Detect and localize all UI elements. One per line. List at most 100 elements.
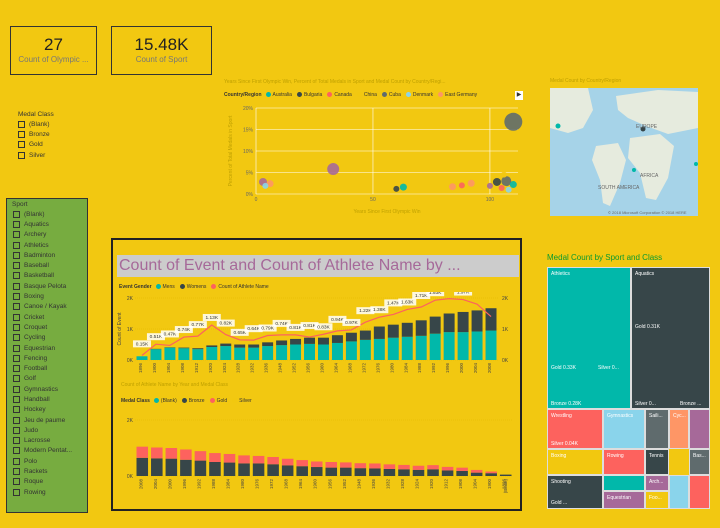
slicer-option[interactable]: Bronze xyxy=(18,129,98,139)
slicer-option[interactable]: Golf xyxy=(13,374,87,384)
bar-womens[interactable] xyxy=(220,343,232,347)
bar-silver[interactable] xyxy=(238,454,250,456)
bar-mens[interactable] xyxy=(345,341,357,360)
bar-bronze[interactable] xyxy=(310,467,323,476)
bar-mens[interactable] xyxy=(220,346,232,360)
bar-bronze[interactable] xyxy=(238,463,250,476)
bar-mens[interactable] xyxy=(192,349,204,360)
slicer-option[interactable]: Baseball xyxy=(13,260,87,270)
slicer-option[interactable]: Equestrian xyxy=(13,343,87,353)
bar-mens[interactable] xyxy=(387,337,399,360)
slicer-option[interactable]: (Blank) xyxy=(18,119,98,129)
bar-gold[interactable] xyxy=(427,465,439,470)
bar-bronze[interactable] xyxy=(369,468,381,476)
treemap-tile[interactable] xyxy=(603,475,645,491)
bar-womens[interactable] xyxy=(485,308,497,331)
bar-gold[interactable] xyxy=(412,465,425,470)
treemap-tile[interactable] xyxy=(689,475,710,509)
checkbox[interactable] xyxy=(13,478,20,486)
bar-mens[interactable] xyxy=(262,346,274,360)
checkbox[interactable] xyxy=(18,120,25,128)
bar-bronze[interactable] xyxy=(441,470,454,476)
bar-gold[interactable] xyxy=(151,447,163,459)
bar-silver[interactable] xyxy=(281,457,294,459)
checkbox[interactable] xyxy=(13,365,20,373)
bar-bronze[interactable] xyxy=(412,469,425,476)
slicer-option[interactable]: Roque xyxy=(13,477,87,487)
bar-womens[interactable] xyxy=(457,311,469,333)
bar-bronze[interactable] xyxy=(165,458,178,476)
slicer-option[interactable]: Basque Pelota xyxy=(13,281,87,291)
scatter-point[interactable] xyxy=(467,179,475,187)
bar-bronze[interactable] xyxy=(485,473,497,476)
bar-gold[interactable] xyxy=(340,462,352,468)
treemap-tile[interactable]: Arch... xyxy=(645,475,669,491)
bar-gold[interactable] xyxy=(281,458,294,466)
bar-silver[interactable] xyxy=(180,448,192,450)
slicer-option[interactable]: Rowing xyxy=(13,487,87,497)
slicer-option[interactable]: Cricket xyxy=(13,312,87,322)
bar-gold[interactable] xyxy=(325,462,338,468)
slicer-option[interactable]: Hockey xyxy=(13,405,87,415)
legend-item[interactable]: (Blank) xyxy=(153,398,177,404)
checkbox[interactable] xyxy=(13,406,20,414)
bar-silver[interactable] xyxy=(412,465,425,466)
bar-gold[interactable] xyxy=(398,464,410,470)
bar-bronze[interactable] xyxy=(296,466,308,476)
slicer-option[interactable]: Jeu de paume xyxy=(13,415,87,425)
bar-mens[interactable] xyxy=(331,342,343,360)
scatter-point[interactable] xyxy=(505,186,512,193)
legend-item[interactable]: Silver xyxy=(232,398,252,404)
bar-bronze[interactable] xyxy=(281,465,294,476)
checkbox[interactable] xyxy=(18,130,25,138)
bar-silver[interactable] xyxy=(325,461,338,462)
bar-silver[interactable] xyxy=(136,445,149,447)
checkbox[interactable] xyxy=(13,426,20,434)
bar-bronze[interactable] xyxy=(470,472,483,476)
bar-mens[interactable] xyxy=(150,349,162,360)
bar-bronze[interactable] xyxy=(209,462,221,476)
slicer-option[interactable]: Athletics xyxy=(13,240,87,250)
slicer-option[interactable]: Cycling xyxy=(13,333,87,343)
legend-item[interactable]: Cuba xyxy=(381,92,401,98)
bar-womens[interactable] xyxy=(387,324,399,338)
checkbox[interactable] xyxy=(13,334,20,342)
bar-womens[interactable] xyxy=(206,345,218,347)
checkbox[interactable] xyxy=(13,241,20,249)
line-athletes[interactable] xyxy=(141,298,492,356)
bar-bronze[interactable] xyxy=(136,457,149,476)
legend-more-icon[interactable]: ▶ xyxy=(515,91,523,100)
bar-mens[interactable] xyxy=(248,347,260,360)
slicer-option[interactable]: Modern Pentat... xyxy=(13,446,87,456)
bar-womens[interactable] xyxy=(429,316,441,334)
checkbox[interactable] xyxy=(13,437,20,445)
bar-gold[interactable] xyxy=(456,467,468,471)
bar-womens[interactable] xyxy=(415,320,427,336)
checkbox[interactable] xyxy=(18,141,25,149)
checkbox[interactable] xyxy=(13,231,20,239)
bar-bronze[interactable] xyxy=(180,459,192,476)
checkbox[interactable] xyxy=(13,303,20,311)
legend-item[interactable]: Bronze xyxy=(181,398,205,404)
treemap-tile[interactable]: Wrestling Silver 0.04K xyxy=(547,409,603,449)
bar-mens[interactable] xyxy=(485,330,497,360)
treemap-tile[interactable]: Athletics Gold 0.33K Silver 0... Bronze 0.2… xyxy=(547,267,631,409)
legend-item[interactable]: Denmark xyxy=(405,92,433,98)
legend-item[interactable]: China xyxy=(356,92,377,98)
bar-silver[interactable] xyxy=(398,464,410,465)
scatter-point[interactable] xyxy=(486,182,493,189)
bar-silver[interactable] xyxy=(456,467,468,468)
scatter-point[interactable] xyxy=(399,183,407,191)
treemap-tile[interactable]: Equestrian xyxy=(603,491,645,509)
bar-womens[interactable] xyxy=(471,310,483,332)
bar-mens[interactable] xyxy=(164,347,176,360)
bar-silver[interactable] xyxy=(209,451,221,454)
bar-mens[interactable] xyxy=(276,345,288,360)
treemap-tile[interactable]: Bas... xyxy=(689,449,710,475)
bar-silver[interactable] xyxy=(223,452,236,454)
bar-silver[interactable] xyxy=(267,456,279,457)
legend-item[interactable]: Bulgaria xyxy=(296,92,322,98)
bar-mens[interactable] xyxy=(206,346,218,360)
bar-mens[interactable] xyxy=(318,344,329,361)
bar-mens[interactable] xyxy=(471,331,483,360)
